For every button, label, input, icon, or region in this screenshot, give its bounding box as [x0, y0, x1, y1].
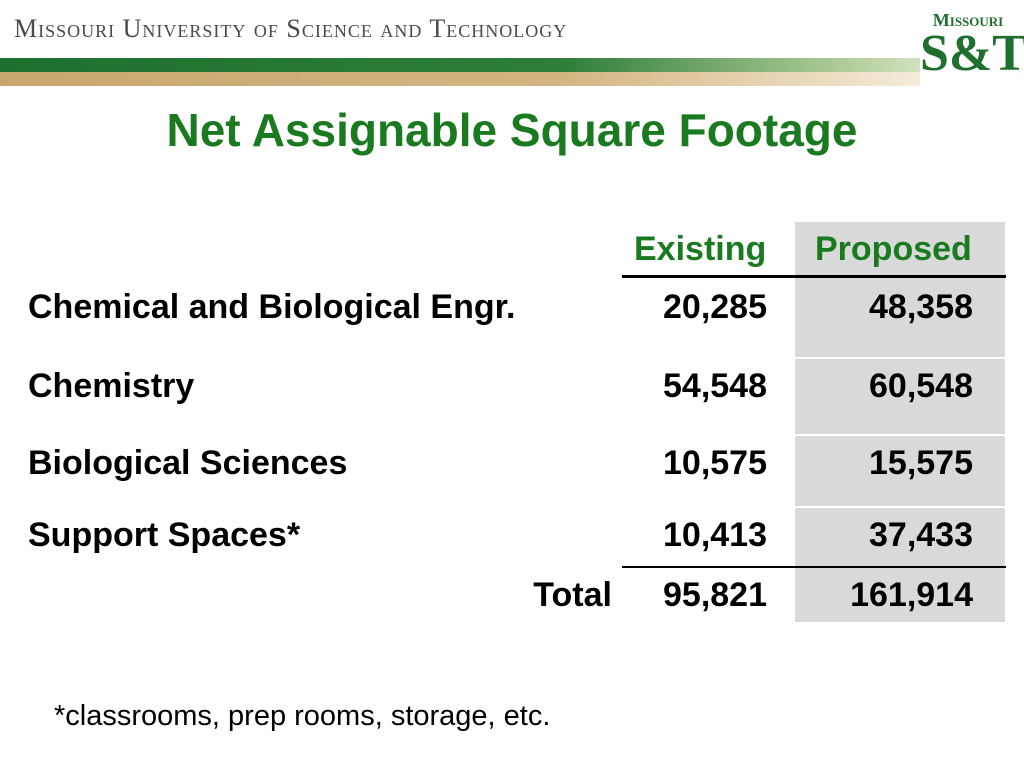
logo-top-text: Missouri	[932, 10, 1004, 30]
proposed-value: 60,548	[869, 367, 973, 405]
existing-value: 10,413	[663, 516, 767, 554]
logo-main-text: S&T	[920, 25, 1024, 82]
header-band-green	[0, 58, 1024, 72]
proposed-value: 37,433	[869, 516, 973, 554]
row-label: Chemistry	[28, 367, 195, 405]
proposed-value: 15,575	[869, 444, 973, 482]
existing-value: 20,285	[663, 288, 767, 326]
slide-title: Net Assignable Square Footage	[166, 104, 858, 156]
proposed-value: 48,358	[869, 288, 973, 326]
total-existing-value: 95,821	[663, 576, 767, 614]
header-rule	[622, 275, 1006, 278]
row-separator	[795, 357, 1005, 359]
total-proposed-value: 161,914	[850, 576, 973, 614]
header-band-tan	[0, 72, 1024, 86]
total-rule	[622, 566, 1006, 568]
university-logo: Missouri S&T	[920, 8, 1024, 88]
column-header-existing: Existing	[634, 230, 767, 268]
footnote: *classrooms, prep rooms, storage, etc.	[54, 700, 551, 732]
university-name: Missouri University of Science and Techn…	[14, 14, 568, 43]
existing-value: 54,548	[663, 367, 767, 405]
total-label: Total	[533, 576, 612, 614]
row-label: Support Spaces*	[28, 516, 301, 554]
proposed-column-background	[795, 222, 1005, 622]
row-separator	[795, 506, 1005, 508]
column-header-proposed: Proposed	[815, 230, 972, 268]
row-separator	[795, 434, 1005, 436]
row-label: Chemical and Biological Engr.	[28, 288, 516, 326]
row-label: Biological Sciences	[28, 444, 348, 482]
existing-value: 10,575	[663, 444, 767, 482]
